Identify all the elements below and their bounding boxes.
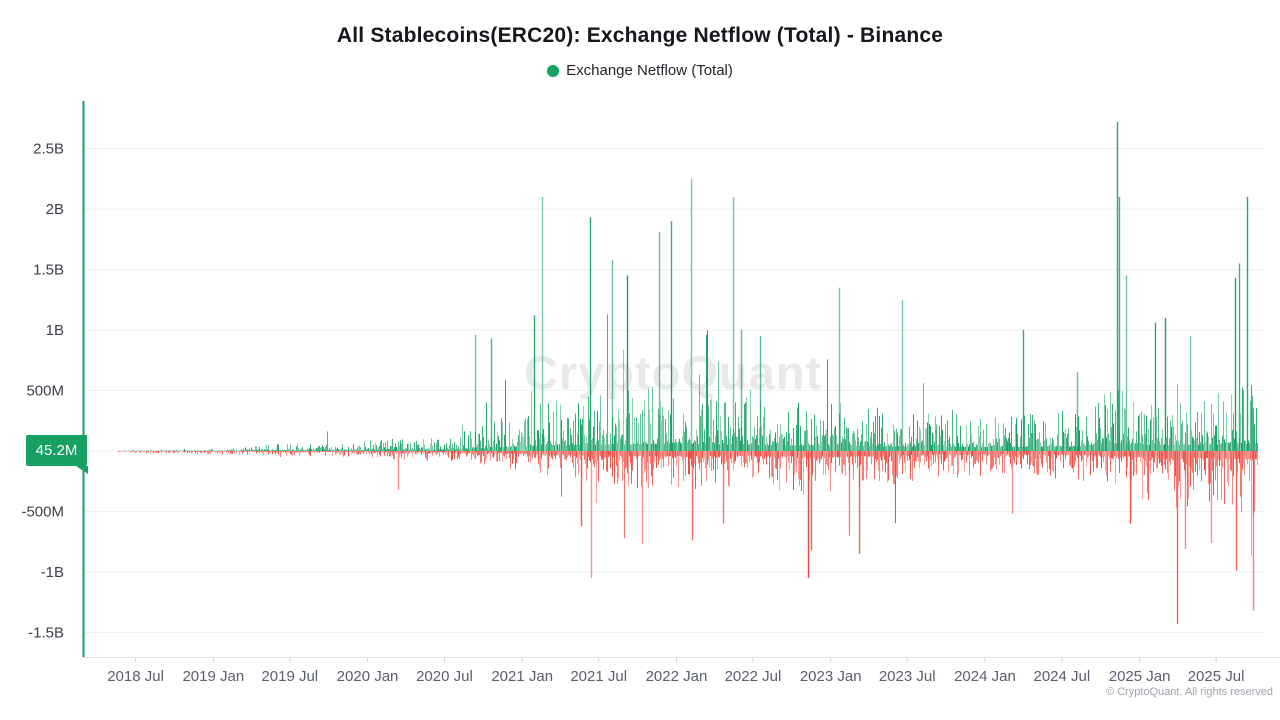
x-axis-label-2022-Jan: 2022 Jan <box>646 668 708 685</box>
x-axis-label-2024-Jul: 2024 Jul <box>1033 668 1090 685</box>
x-axis-label-2023-Jan: 2023 Jan <box>800 668 862 685</box>
legend-series-label: Exchange Netflow (Total) <box>566 62 733 79</box>
legend-series-dot-icon <box>547 64 560 77</box>
y-axis-label-1B: 1B <box>46 322 64 339</box>
y-axis-label--500M: -500M <box>21 504 64 521</box>
x-axis-label-2020-Jan: 2020 Jan <box>337 668 399 685</box>
y-axis-label-2B: 2B <box>46 201 64 218</box>
y-axis-label-1.5B: 1.5B <box>33 262 64 279</box>
netflow-bars <box>118 121 1258 625</box>
x-axis-label-2025-Jul: 2025 Jul <box>1188 668 1245 685</box>
legend[interactable]: Exchange Netflow (Total) <box>0 62 1280 79</box>
copyright-notice: © CryptoQuant. All rights reserved <box>1105 686 1273 698</box>
x-axis-label-2019-Jan: 2019 Jan <box>182 668 244 685</box>
y-axis-label--1B: -1B <box>41 564 64 581</box>
y-axis-label-2.5B: 2.5B <box>33 141 64 158</box>
chart-title: All Stablecoins(ERC20): Exchange Netflow… <box>336 24 944 47</box>
x-axis-label-2018-Jul: 2018 Jul <box>107 668 164 685</box>
x-axis-label-2023-Jul: 2023 Jul <box>879 668 936 685</box>
x-axis-label-2024-Jan: 2024 Jan <box>954 668 1016 685</box>
y-axis-label--1.5B: -1.5B <box>28 625 64 642</box>
x-axis-label-2025-Jan: 2025 Jan <box>1109 668 1171 685</box>
x-axis-label-2019-Jul: 2019 Jul <box>261 668 318 685</box>
x-axis-label-2021-Jul: 2021 Jul <box>570 668 627 685</box>
y-axis-label-500M: 500M <box>26 383 64 400</box>
x-axis-label-2022-Jul: 2022 Jul <box>725 668 782 685</box>
x-axis-label-2020-Jul: 2020 Jul <box>416 668 473 685</box>
x-axis-label-2021-Jan: 2021 Jan <box>491 668 553 685</box>
current-value-badge: 45.2M <box>26 435 87 466</box>
